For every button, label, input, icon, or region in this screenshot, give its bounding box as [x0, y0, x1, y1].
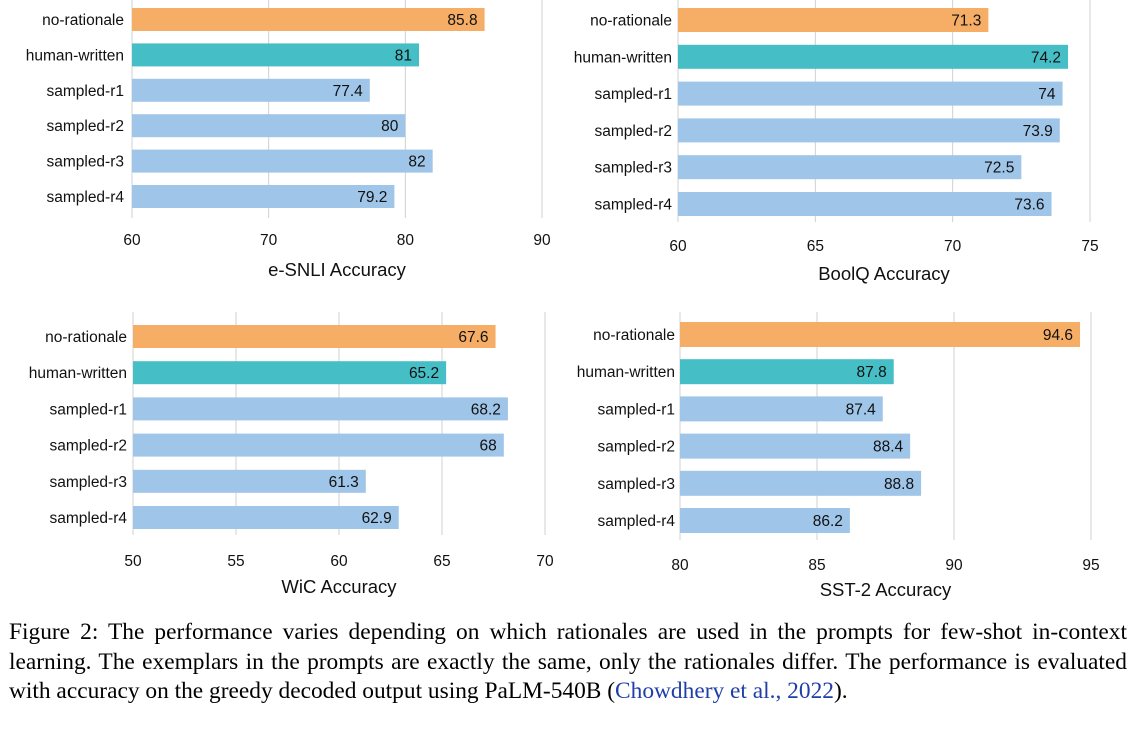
sst-2-accuracy-bar-human-written — [680, 359, 894, 385]
wic-accuracy-category-label-sampled-r2: sampled-r2 — [49, 438, 127, 455]
sst-2-accuracy-category-label-no-rationale: no-rationale — [593, 327, 675, 344]
boolq-accuracy-bar-sampled-r2 — [678, 118, 1060, 143]
sst-2-accuracy-category-label-human-written: human-written — [577, 364, 675, 381]
boolq-accuracy-category-label-no-rationale: no-rationale — [590, 13, 672, 30]
caption-suffix: ). — [833, 678, 848, 704]
wic-accuracy-bar-no-rationale — [133, 325, 496, 348]
e-snli-accuracy-bar-sampled-r2 — [132, 114, 406, 138]
wic-accuracy-bar-sampled-r2 — [133, 433, 504, 457]
wic-accuracy-category-label-sampled-r1: sampled-r1 — [49, 401, 127, 418]
sst-2-accuracy-value-label-sampled-r4: 86.2 — [813, 513, 843, 530]
sst-2-accuracy-bar-sampled-r2 — [680, 433, 911, 459]
boolq-accuracy-bar-sampled-r1 — [678, 81, 1063, 106]
wic-accuracy-bar-human-written — [133, 361, 447, 385]
sst-2-accuracy-bar-no-rationale — [680, 322, 1081, 347]
wic-accuracy-category-label-no-rationale: no-rationale — [45, 329, 127, 346]
wic-accuracy-bar-sampled-r3 — [133, 469, 366, 493]
wic-accuracy-value-label-sampled-r1: 68.2 — [471, 401, 501, 418]
boolq-accuracy-bar-no-rationale — [678, 8, 989, 32]
wic-accuracy-bar-sampled-r1 — [133, 397, 508, 421]
boolq-accuracy-value-label-sampled-r3: 72.5 — [984, 160, 1014, 177]
sst-2-accuracy-value-label-sampled-r1: 87.4 — [846, 401, 877, 418]
e-snli-accuracy-category-label-sampled-r1: sampled-r1 — [46, 83, 124, 100]
e-snli-accuracy-category-label-no-rationale: no-rationale — [42, 12, 124, 29]
e-snli-accuracy-category-label-sampled-r2: sampled-r2 — [46, 118, 124, 135]
e-snli-accuracy-bar-sampled-r4 — [132, 185, 395, 208]
figure-charts: no-rationale 85.8 human-written 81 sampled-r… — [26, 0, 1100, 600]
sst-2-accuracy-category-label-sampled-r2: sampled-r2 — [597, 439, 675, 456]
boolq-accuracy-axis-title: BoolQ Accuracy — [818, 263, 950, 284]
e-snli-accuracy-bar-sampled-r3 — [132, 149, 433, 173]
boolq-accuracy-value-label-sampled-r2: 73.9 — [1023, 123, 1053, 140]
boolq-accuracy-value-label-no-rationale: 71.3 — [951, 13, 981, 30]
wic-accuracy-category-label-sampled-r3: sampled-r3 — [49, 474, 127, 491]
wic-accuracy-category-label-sampled-r4: sampled-r4 — [49, 510, 127, 527]
wic-accuracy-tick-label-50: 50 — [124, 553, 142, 570]
e-snli-accuracy-tick-label-90: 90 — [533, 232, 551, 249]
boolq-accuracy-category-label-sampled-r2: sampled-r2 — [594, 123, 672, 140]
e-snli-accuracy-category-label-sampled-r3: sampled-r3 — [46, 154, 124, 171]
sst-2-accuracy-tick-label-80: 80 — [671, 557, 689, 574]
wic-accuracy-tick-label-55: 55 — [227, 553, 244, 570]
boolq-accuracy-bar-human-written — [678, 44, 1069, 69]
e-snli-accuracy-bar-no-rationale — [132, 8, 485, 31]
wic-accuracy-tick-label-60: 60 — [330, 553, 348, 570]
sst-2-accuracy-value-label-no-rationale: 94.6 — [1043, 327, 1073, 344]
wic-accuracy-tick-label-70: 70 — [536, 553, 554, 570]
boolq-accuracy-bar-sampled-r3 — [678, 155, 1022, 180]
sst-2-accuracy-value-label-sampled-r3: 88.8 — [884, 476, 914, 493]
e-snli-accuracy-tick-label-60: 60 — [123, 232, 141, 249]
e-snli-accuracy-value-label-sampled-r4: 79.2 — [357, 189, 387, 206]
e-snli-accuracy-value-label-human-written: 81 — [395, 47, 412, 64]
wic-accuracy-value-label-sampled-r2: 68 — [480, 438, 497, 455]
wic-accuracy-category-label-human-written: human-written — [29, 365, 127, 382]
e-snli-accuracy-value-label-sampled-r2: 80 — [381, 118, 399, 135]
e-snli-accuracy-category-label-sampled-r4: sampled-r4 — [46, 189, 124, 206]
sst-2-accuracy-tick-label-90: 90 — [945, 557, 963, 574]
boolq-accuracy-category-label-sampled-r4: sampled-r4 — [594, 197, 672, 214]
figure-caption: Figure 2: The performance varies dependi… — [9, 618, 1127, 707]
wic-accuracy-tick-label-65: 65 — [433, 553, 450, 570]
wic-accuracy-value-label-no-rationale: 67.6 — [458, 329, 488, 346]
wic-accuracy-value-label-sampled-r4: 62.9 — [362, 510, 392, 527]
wic-accuracy-bar-sampled-r4 — [133, 506, 399, 529]
sst-2-accuracy-category-label-sampled-r3: sampled-r3 — [597, 476, 675, 493]
wic-accuracy-value-label-sampled-r3: 61.3 — [329, 474, 359, 491]
e-snli-accuracy-tick-label-80: 80 — [397, 232, 415, 249]
caption-text: Figure 2: The performance varies dependi… — [9, 619, 1127, 704]
e-snli-accuracy-value-label-sampled-r3: 82 — [408, 154, 425, 171]
e-snli-accuracy-tick-label-70: 70 — [260, 232, 278, 249]
boolq-accuracy-category-label-human-written: human-written — [574, 49, 672, 66]
e-snli-accuracy-category-label-human-written: human-written — [26, 47, 124, 64]
wic-accuracy-value-label-human-written: 65.2 — [409, 365, 439, 382]
e-snli-accuracy-value-label-sampled-r1: 77.4 — [333, 83, 364, 100]
boolq-accuracy-value-label-sampled-r4: 73.6 — [1014, 197, 1044, 214]
sst-2-accuracy-bar-sampled-r4 — [680, 508, 850, 533]
wic-accuracy-axis-title: WiC Accuracy — [281, 576, 397, 597]
sst-2-accuracy-tick-label-95: 95 — [1082, 557, 1099, 574]
sst-2-accuracy-value-label-sampled-r2: 88.4 — [873, 439, 904, 456]
boolq-accuracy-tick-label-75: 75 — [1081, 238, 1098, 255]
boolq-accuracy-bar-sampled-r4 — [678, 192, 1052, 216]
e-snli-accuracy-bar-sampled-r1 — [132, 78, 370, 102]
boolq-accuracy-tick-label-60: 60 — [669, 238, 687, 255]
sst-2-accuracy-tick-label-85: 85 — [808, 557, 825, 574]
sst-2-accuracy-category-label-sampled-r4: sampled-r4 — [597, 513, 675, 530]
e-snli-accuracy-bar-human-written — [132, 43, 419, 67]
boolq-accuracy-tick-label-70: 70 — [944, 238, 962, 255]
sst-2-accuracy-bar-sampled-r3 — [680, 470, 922, 496]
sst-2-accuracy-bar-sampled-r1 — [680, 396, 883, 422]
caption-citation-link[interactable]: Chowdhery et al., 2022 — [615, 678, 834, 704]
boolq-accuracy-tick-label-65: 65 — [807, 238, 824, 255]
boolq-accuracy-value-label-sampled-r1: 74 — [1038, 86, 1056, 103]
sst-2-accuracy-axis-title: SST-2 Accuracy — [820, 579, 952, 600]
e-snli-accuracy-value-label-no-rationale: 85.8 — [447, 12, 477, 29]
e-snli-accuracy-axis-title: e-SNLI Accuracy — [268, 259, 407, 280]
sst-2-accuracy-value-label-human-written: 87.8 — [857, 364, 887, 381]
boolq-accuracy-value-label-human-written: 74.2 — [1031, 49, 1061, 66]
boolq-accuracy-category-label-sampled-r3: sampled-r3 — [594, 160, 672, 177]
boolq-accuracy-category-label-sampled-r1: sampled-r1 — [594, 86, 672, 103]
sst-2-accuracy-category-label-sampled-r1: sampled-r1 — [597, 401, 675, 418]
